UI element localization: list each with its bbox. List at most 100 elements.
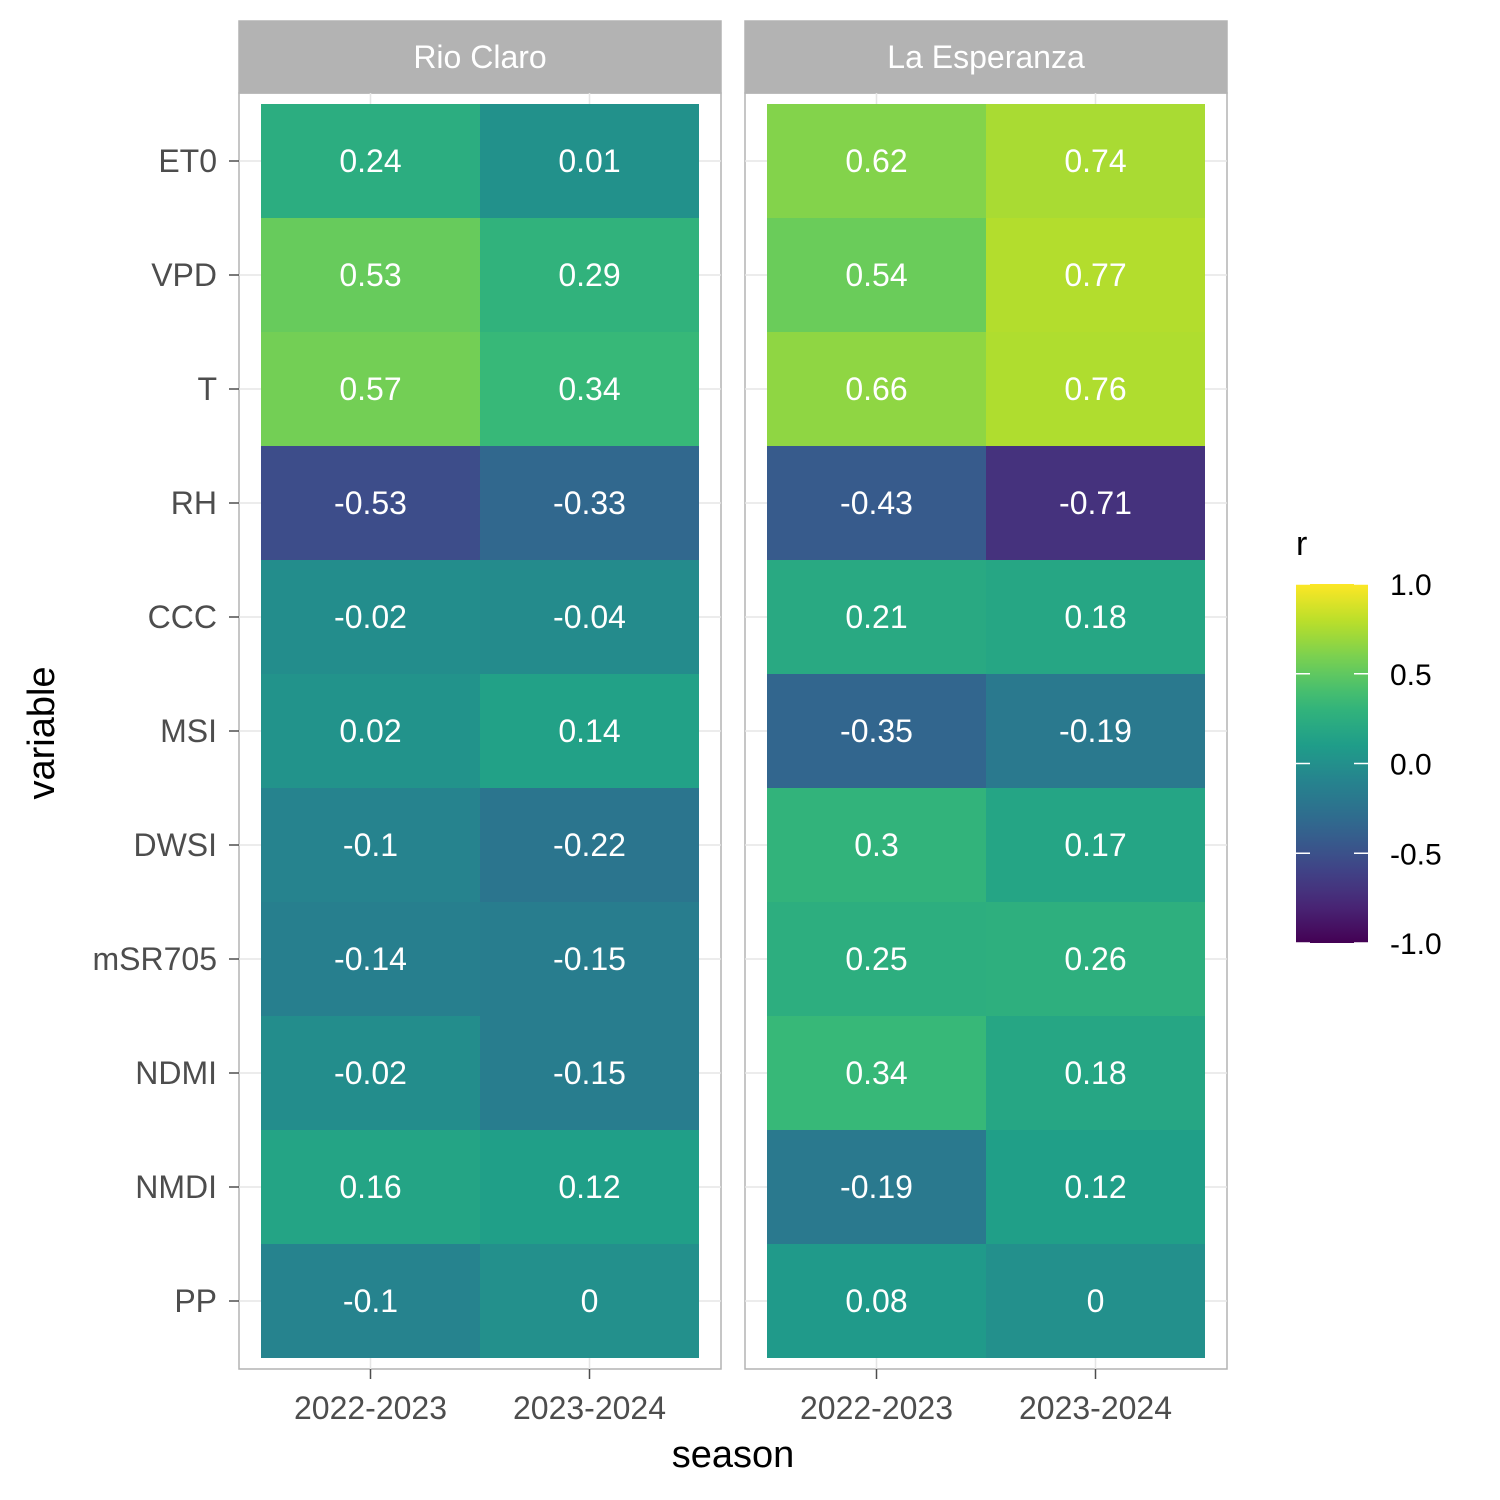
legend-tick-label: 1.0 (1390, 569, 1432, 602)
heatmap-cell (986, 1016, 1205, 1130)
facet-strip (744, 20, 1228, 94)
cell-value-label: 0.08 (845, 1283, 907, 1319)
heatmap-cell (261, 560, 480, 674)
y-tick-label: T (197, 371, 217, 407)
cell-value-label: 0.02 (339, 713, 401, 749)
heatmap-cell (767, 332, 986, 446)
facet-strip (238, 20, 722, 94)
heatmap-cell (767, 446, 986, 560)
cell-value-label: 0.16 (339, 1169, 401, 1205)
cell-value-label: 0.76 (1064, 371, 1126, 407)
heatmap-cell (767, 560, 986, 674)
heatmap-cell (480, 218, 699, 332)
cell-value-label: 0.74 (1064, 143, 1126, 179)
cell-value-label: 0.01 (558, 143, 620, 179)
heatmap-cell (986, 788, 1205, 902)
heatmap-cell (261, 1244, 480, 1358)
cell-value-label: 0.53 (339, 257, 401, 293)
heatmap-cell (480, 104, 699, 218)
heatmap-cell (767, 1016, 986, 1130)
heatmap-cell (986, 332, 1205, 446)
x-tick-label: 2022-2023 (800, 1390, 953, 1426)
heatmap-cell (261, 1016, 480, 1130)
facet-strip-label: Rio Claro (413, 39, 546, 75)
cell-value-label: -0.04 (553, 599, 626, 635)
cell-value-label: 0.18 (1064, 1055, 1126, 1091)
cell-value-label: 0.57 (339, 371, 401, 407)
cell-value-label: 0.54 (845, 257, 907, 293)
cell-value-label: -0.02 (334, 1055, 407, 1091)
heatmap-cell (986, 446, 1205, 560)
legend-tick-label: -0.5 (1390, 838, 1442, 871)
cell-value-label: 0.12 (1064, 1169, 1126, 1205)
heatmap-cell (986, 560, 1205, 674)
cell-value-label: -0.19 (1059, 713, 1132, 749)
cell-value-label: -0.71 (1059, 485, 1132, 521)
heatmap-cell (480, 1016, 699, 1130)
heatmap-cell (261, 902, 480, 1016)
cell-value-label: 0.21 (845, 599, 907, 635)
y-tick-label: RH (171, 485, 217, 521)
cell-value-label: -0.19 (840, 1169, 913, 1205)
y-axis-title: variable (21, 666, 63, 799)
heatmap-cell (261, 332, 480, 446)
heatmap-cell (767, 104, 986, 218)
heatmap-cell (480, 674, 699, 788)
cell-value-label: -0.15 (553, 941, 626, 977)
heatmap-cell (480, 1130, 699, 1244)
y-tick-label: ET0 (158, 143, 217, 179)
heatmap-cell (986, 1244, 1205, 1358)
y-tick-label: DWSI (133, 827, 217, 863)
y-tick-label: PP (174, 1283, 217, 1319)
heatmap-cell (986, 902, 1205, 1016)
heatmap-cell (986, 1130, 1205, 1244)
legend-tick-label: 0.5 (1390, 659, 1432, 692)
x-tick-label: 2022-2023 (294, 1390, 447, 1426)
heatmap-cell (480, 1244, 699, 1358)
cell-value-label: 0.14 (558, 713, 620, 749)
heatmap-cell (767, 788, 986, 902)
y-tick-label: NDMI (135, 1055, 217, 1091)
heatmap-cell (480, 902, 699, 1016)
cell-value-label: 0.26 (1064, 941, 1126, 977)
cell-value-label: 0.12 (558, 1169, 620, 1205)
cell-value-label: 0.66 (845, 371, 907, 407)
cell-value-label: -0.15 (553, 1055, 626, 1091)
y-tick-label: CCC (148, 599, 217, 635)
cell-value-label: -0.53 (334, 485, 407, 521)
cell-value-label: -0.1 (343, 1283, 398, 1319)
cell-value-label: -0.1 (343, 827, 398, 863)
cell-value-label: 0.29 (558, 257, 620, 293)
cell-value-label: 0 (581, 1283, 599, 1319)
y-tick-label: NMDI (135, 1169, 217, 1205)
facet-strip-label: La Esperanza (887, 39, 1085, 75)
heatmap-cell (261, 1130, 480, 1244)
x-tick-label: 2023-2024 (1019, 1390, 1172, 1426)
heatmap-cell (261, 446, 480, 560)
cell-value-label: 0.24 (339, 143, 401, 179)
cell-value-label: 0.25 (845, 941, 907, 977)
cell-value-label: -0.43 (840, 485, 913, 521)
y-tick-label: MSI (160, 713, 217, 749)
heatmap-cell (261, 674, 480, 788)
heatmap-cell (480, 446, 699, 560)
cell-value-label: -0.02 (334, 599, 407, 635)
heatmap-cell (767, 1244, 986, 1358)
legend-title: r (1296, 525, 1307, 563)
heatmap-cell (767, 218, 986, 332)
cell-value-label: -0.35 (840, 713, 913, 749)
legend-tick-label: -1.0 (1390, 928, 1442, 961)
cell-value-label: 0.18 (1064, 599, 1126, 635)
heatmap-cell (986, 674, 1205, 788)
cell-value-label: 0.77 (1064, 257, 1126, 293)
cell-value-label: -0.14 (334, 941, 407, 977)
heatmap-cell (261, 788, 480, 902)
y-tick-label: mSR705 (93, 941, 218, 977)
cell-value-label: 0.62 (845, 143, 907, 179)
cell-value-label: 0.3 (854, 827, 898, 863)
x-axis-title: season (672, 1434, 795, 1476)
heatmap-cell (261, 218, 480, 332)
cell-value-label: 0.34 (558, 371, 620, 407)
cell-value-label: 0.34 (845, 1055, 907, 1091)
